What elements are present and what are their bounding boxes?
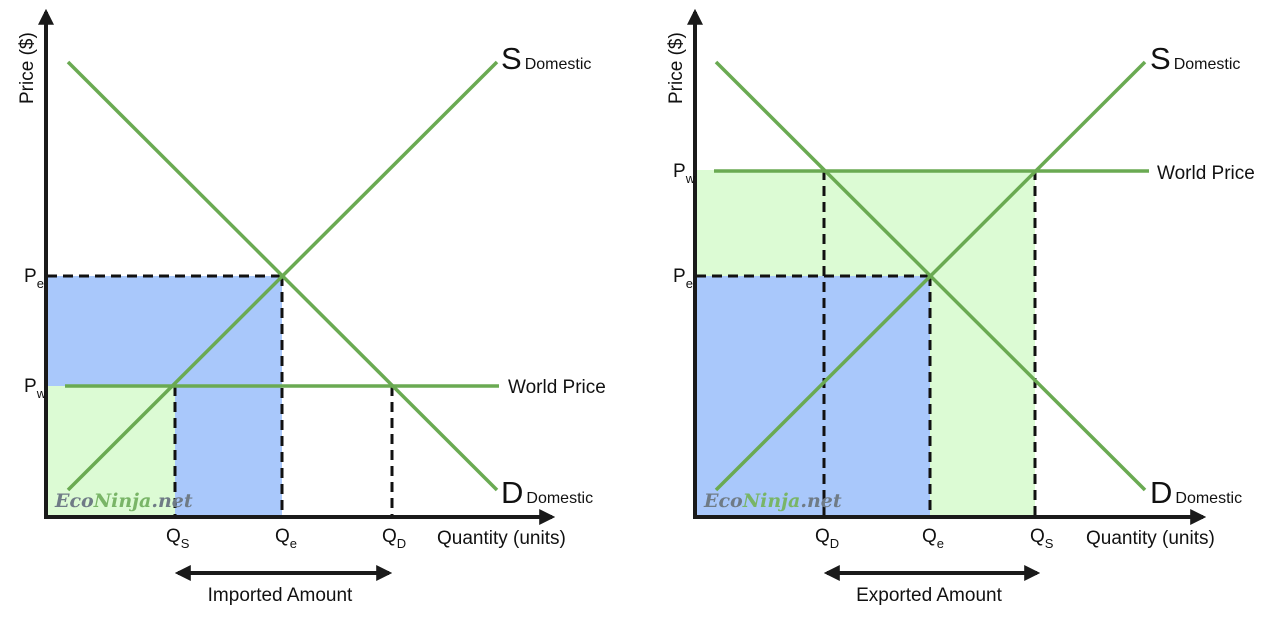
producer-gain-area — [696, 170, 1035, 276]
x-axis-label: Quantity (units) — [1086, 528, 1215, 549]
imported-amount-label: Imported Amount — [208, 585, 353, 606]
watermark-logo: EcoNinja.net — [54, 490, 193, 512]
guide-lines — [47, 274, 394, 517]
world-price-label: World Price — [1157, 163, 1255, 184]
price-tick-pw: Pw — [673, 161, 696, 186]
import-diagram: Price ($) Pe Pw QS Qe QD Quantity (units… — [17, 8, 606, 606]
quantity-tick-qe: Qe — [275, 526, 297, 551]
domestic-supply-area — [47, 386, 175, 517]
y-axis-label: Price ($) — [17, 32, 38, 104]
demand-label: D Domestic — [501, 475, 593, 510]
guide-lines — [696, 170, 1037, 517]
quantity-tick-qs: QS — [1030, 526, 1054, 551]
supply-curve — [66, 60, 499, 492]
supply-label: S Domestic — [501, 41, 591, 76]
export-lower-area — [930, 276, 1035, 517]
quantity-tick-qe: Qe — [922, 526, 944, 551]
watermark-logo: EcoNinja.net — [703, 490, 842, 512]
price-tick-pe: Pe — [673, 266, 693, 291]
export-diagram: Price ($) Pw Pe QD Qe QS Quantity (units… — [666, 8, 1255, 606]
consumer-surplus-area — [47, 276, 282, 386]
quantity-tick-qd: QD — [382, 526, 406, 551]
demand-label: D Domestic — [1150, 475, 1242, 510]
supply-curve — [714, 60, 1147, 492]
quantity-tick-qs: QS — [166, 526, 190, 551]
world-price-label: World Price — [508, 377, 606, 398]
import-area — [175, 386, 282, 517]
price-tick-pe: Pe — [24, 266, 44, 291]
exported-amount-label: Exported Amount — [856, 585, 1002, 606]
quantity-tick-qd: QD — [815, 526, 839, 551]
y-axis-label: Price ($) — [666, 32, 687, 104]
price-tick-pw: Pw — [24, 376, 47, 401]
x-axis-label: Quantity (units) — [437, 528, 566, 549]
supply-label: S Domestic — [1150, 41, 1240, 76]
